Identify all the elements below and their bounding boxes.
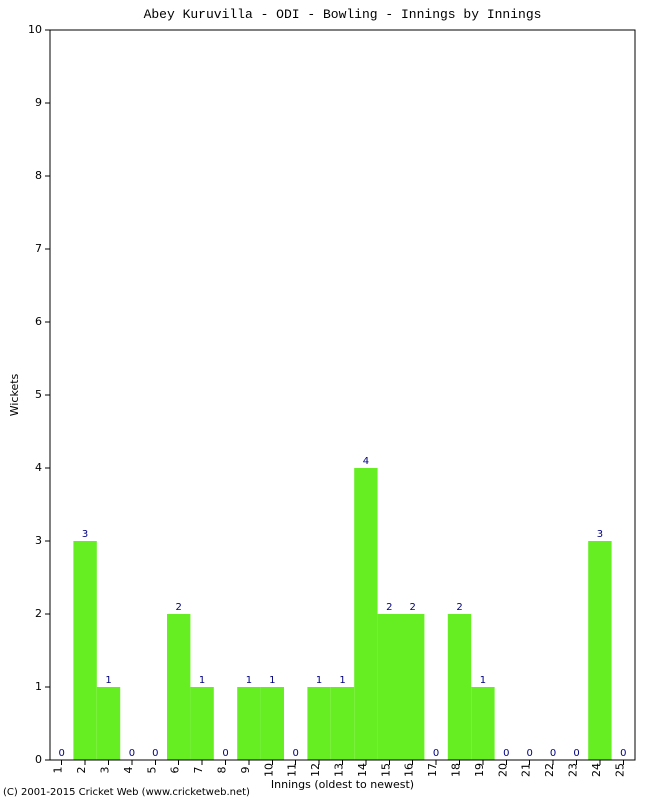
bar-value-label: 1	[269, 675, 275, 686]
bar-value-label: 0	[527, 748, 533, 759]
bar	[190, 687, 213, 760]
x-tick-label: 6	[169, 767, 182, 774]
y-tick-label: 4	[35, 461, 42, 474]
y-axis-label: Wickets	[8, 373, 21, 416]
bar-value-label: 0	[222, 748, 228, 759]
x-tick-label: 17	[426, 763, 439, 777]
x-tick-label: 22	[543, 763, 556, 777]
x-tick-label: 19	[473, 763, 486, 777]
y-tick-label: 10	[28, 23, 42, 36]
bar-value-label: 1	[480, 675, 486, 686]
x-tick-label: 20	[496, 763, 509, 777]
bar	[73, 541, 96, 760]
x-tick-label: 8	[216, 767, 229, 774]
bar	[378, 614, 401, 760]
x-tick-label: 9	[239, 767, 252, 774]
footer-text: (C) 2001-2015 Cricket Web (www.cricketwe…	[3, 787, 250, 798]
y-tick-label: 2	[35, 607, 42, 620]
y-tick-label: 9	[35, 96, 42, 109]
bar-value-label: 1	[316, 675, 322, 686]
y-tick-label: 8	[35, 169, 42, 182]
bar	[448, 614, 471, 760]
x-tick-label: 4	[122, 767, 135, 774]
bar	[331, 687, 354, 760]
bar-value-label: 0	[129, 748, 135, 759]
bar	[354, 468, 377, 760]
bar	[471, 687, 494, 760]
x-tick-label: 16	[403, 763, 416, 777]
y-tick-label: 5	[35, 388, 42, 401]
bar	[401, 614, 424, 760]
bar	[97, 687, 120, 760]
bar-value-label: 0	[573, 748, 579, 759]
bar-value-label: 1	[105, 675, 111, 686]
chart-title: Abey Kuruvilla - ODI - Bowling - Innings…	[144, 7, 542, 22]
x-tick-label: 12	[309, 763, 322, 777]
x-tick-label: 14	[356, 763, 369, 777]
chart-background	[0, 0, 650, 800]
bar-value-label: 2	[410, 602, 416, 613]
bar-value-label: 0	[433, 748, 439, 759]
bar-value-label: 0	[503, 748, 509, 759]
bar-value-label: 0	[550, 748, 556, 759]
bar-value-label: 4	[363, 456, 369, 467]
bar-value-label: 2	[386, 602, 392, 613]
bar-value-label: 1	[246, 675, 252, 686]
x-tick-label: 2	[75, 767, 88, 774]
bar-chart: Abey Kuruvilla - ODI - Bowling - Innings…	[0, 0, 650, 800]
x-tick-label: 25	[613, 763, 626, 777]
x-tick-label: 3	[99, 767, 112, 774]
bar-value-label: 0	[152, 748, 158, 759]
bar-value-label: 3	[597, 529, 603, 540]
x-tick-label: 21	[520, 763, 533, 777]
bar-value-label: 1	[199, 675, 205, 686]
bar-value-label: 0	[293, 748, 299, 759]
x-tick-label: 18	[450, 763, 463, 777]
bar-value-label: 0	[620, 748, 626, 759]
bar-value-label: 2	[176, 602, 182, 613]
bar	[307, 687, 330, 760]
bar	[237, 687, 260, 760]
bar-value-label: 2	[456, 602, 462, 613]
bar-value-label: 3	[82, 529, 88, 540]
x-tick-label: 23	[567, 763, 580, 777]
bar-value-label: 1	[339, 675, 345, 686]
x-tick-label: 24	[590, 763, 603, 777]
y-tick-label: 3	[35, 534, 42, 547]
x-tick-label: 1	[52, 767, 65, 774]
y-tick-label: 1	[35, 680, 42, 693]
bar-value-label: 0	[59, 748, 65, 759]
x-tick-label: 11	[286, 763, 299, 777]
x-axis-label: Innings (oldest to newest)	[271, 778, 414, 791]
x-tick-label: 5	[145, 767, 158, 774]
y-tick-label: 0	[35, 753, 42, 766]
y-tick-label: 7	[35, 242, 42, 255]
chart-container: Abey Kuruvilla - ODI - Bowling - Innings…	[0, 0, 650, 800]
bar	[588, 541, 611, 760]
y-tick-label: 6	[35, 315, 42, 328]
x-tick-label: 7	[192, 767, 205, 774]
x-tick-label: 15	[379, 763, 392, 777]
bar	[261, 687, 284, 760]
bar	[167, 614, 190, 760]
x-tick-label: 13	[333, 763, 346, 777]
x-tick-label: 10	[262, 763, 275, 777]
